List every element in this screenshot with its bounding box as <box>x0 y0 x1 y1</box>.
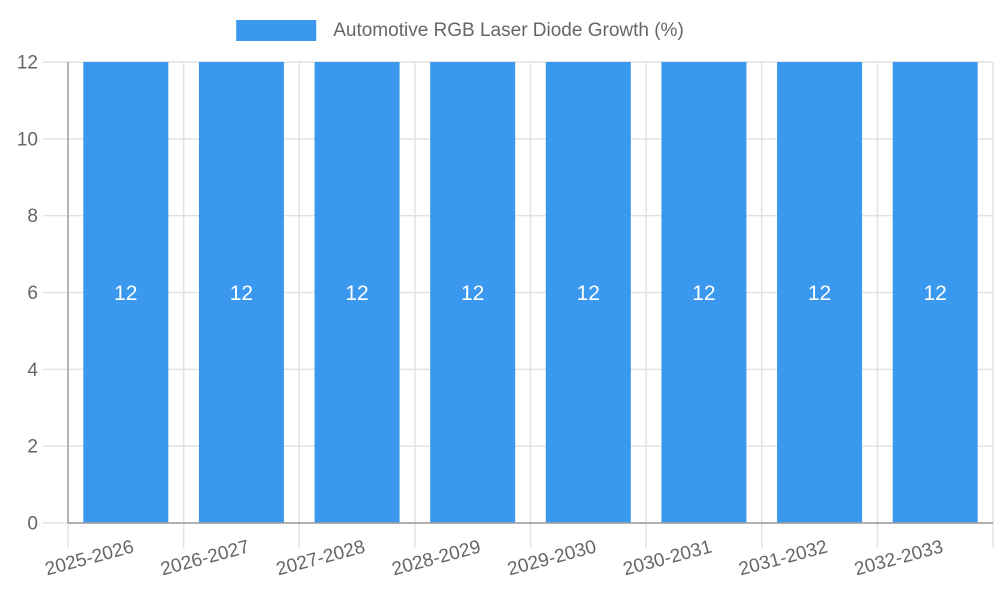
y-tick-label: 10 <box>17 129 38 150</box>
bar[interactable] <box>661 62 747 523</box>
x-tick-label: 2026-2027 <box>159 537 252 581</box>
bar[interactable] <box>545 62 631 523</box>
bar[interactable] <box>83 62 169 523</box>
y-tick-label: 8 <box>27 206 38 227</box>
y-tick-label: 0 <box>27 514 38 535</box>
y-tick-label: 6 <box>27 283 38 304</box>
y-tick-label: 12 <box>17 53 38 74</box>
legend-label: Automotive RGB Laser Diode Growth (%) <box>333 20 684 41</box>
bar[interactable] <box>430 62 516 523</box>
bar-value-label: 12 <box>808 282 831 305</box>
bar[interactable] <box>892 62 978 523</box>
y-tick-label: 4 <box>27 360 38 381</box>
legend-swatch <box>236 20 317 41</box>
bar[interactable] <box>198 62 284 523</box>
bar[interactable] <box>777 62 863 523</box>
bar-value-label: 12 <box>692 282 715 305</box>
bar-value-label: 12 <box>577 282 600 305</box>
bar-value-label: 12 <box>114 282 137 305</box>
x-tick-label: 2027-2028 <box>274 537 367 581</box>
x-tick-label: 2032-2033 <box>852 537 945 581</box>
bar-value-label: 12 <box>924 282 947 305</box>
bar-value-label: 12 <box>345 282 368 305</box>
y-tick-label: 2 <box>27 437 38 458</box>
x-tick-label: 2029-2030 <box>505 537 598 581</box>
legend[interactable]: Automotive RGB Laser Diode Growth (%) <box>236 20 684 41</box>
x-tick-label: 2030-2031 <box>621 537 714 581</box>
bar[interactable] <box>314 62 400 523</box>
bar-value-label: 12 <box>230 282 253 305</box>
bar-value-label: 12 <box>461 282 484 305</box>
x-tick-label: 2031-2032 <box>737 537 830 581</box>
x-tick-label: 2028-2029 <box>390 537 483 581</box>
x-tick-label: 2025-2026 <box>43 537 136 581</box>
